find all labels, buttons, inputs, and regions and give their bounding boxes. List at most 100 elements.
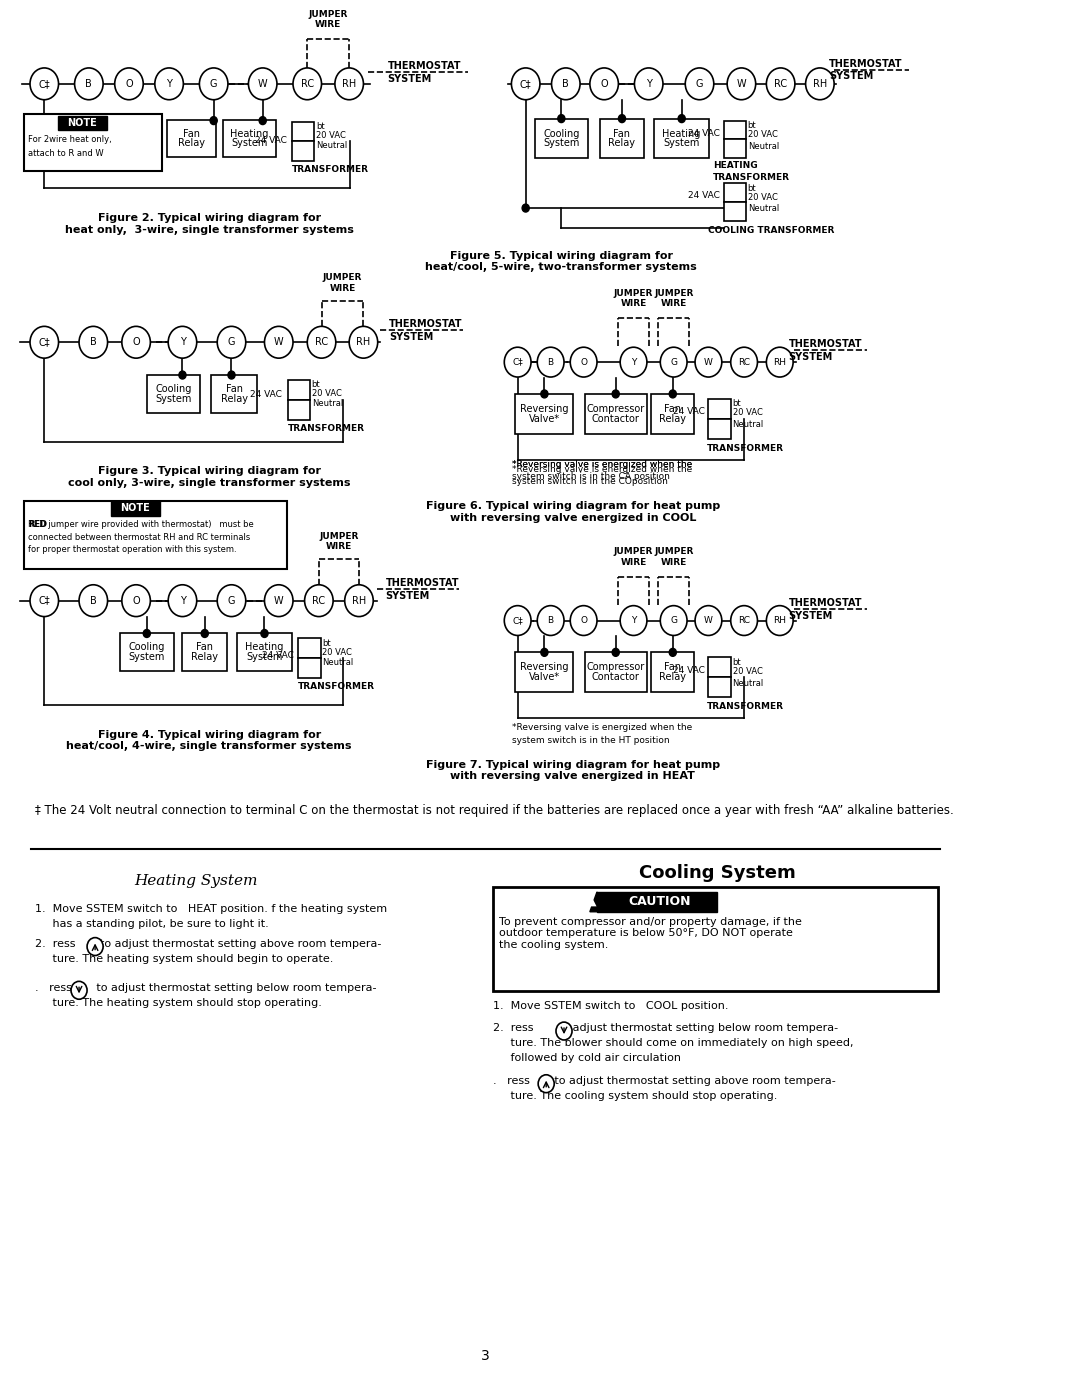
Text: G: G: [671, 616, 677, 624]
Text: Relay: Relay: [220, 394, 247, 404]
Circle shape: [767, 606, 793, 636]
Text: bt: bt: [732, 658, 741, 666]
Text: RC: RC: [300, 78, 314, 89]
Text: SYSTEM: SYSTEM: [388, 74, 432, 84]
Circle shape: [79, 585, 108, 616]
Text: RC: RC: [738, 358, 751, 366]
Text: followed by cold air circulation: followed by cold air circulation: [492, 1053, 680, 1063]
Text: C‡: C‡: [39, 337, 50, 348]
Text: 24 VAC: 24 VAC: [262, 651, 294, 659]
Text: C‡: C‡: [39, 595, 50, 606]
Text: attach to R and W: attach to R and W: [28, 149, 104, 158]
Text: RC: RC: [774, 78, 787, 89]
Text: W: W: [274, 595, 284, 606]
Text: RH: RH: [356, 337, 370, 348]
Text: bt: bt: [747, 183, 756, 193]
Text: Y: Y: [646, 78, 651, 89]
FancyBboxPatch shape: [57, 116, 107, 130]
Text: G: G: [671, 358, 677, 366]
FancyBboxPatch shape: [651, 652, 694, 692]
Text: has a standing pilot, be sure to light it.: has a standing pilot, be sure to light i…: [36, 919, 269, 929]
Text: Valve*: Valve*: [529, 414, 559, 423]
Text: 20 VAC: 20 VAC: [732, 666, 762, 676]
Circle shape: [261, 630, 268, 637]
Text: Y: Y: [179, 337, 186, 348]
Text: ture. The heating system should begin to operate.: ture. The heating system should begin to…: [36, 954, 334, 964]
Text: bt: bt: [732, 400, 741, 408]
Circle shape: [537, 348, 564, 377]
Circle shape: [731, 348, 757, 377]
FancyBboxPatch shape: [298, 658, 321, 678]
Circle shape: [168, 585, 197, 616]
Text: JUMPER
WIRE: JUMPER WIRE: [323, 274, 362, 292]
Text: Y: Y: [166, 78, 172, 89]
Circle shape: [30, 327, 58, 358]
Circle shape: [335, 68, 364, 99]
Circle shape: [179, 372, 186, 379]
Circle shape: [349, 327, 378, 358]
FancyBboxPatch shape: [237, 633, 292, 671]
Text: RC: RC: [738, 616, 751, 624]
Text: Neutral: Neutral: [732, 420, 764, 429]
Circle shape: [612, 648, 619, 657]
Circle shape: [168, 327, 197, 358]
FancyBboxPatch shape: [708, 400, 731, 419]
Text: RH: RH: [342, 78, 356, 89]
Text: THERMOSTAT: THERMOSTAT: [389, 320, 463, 330]
Text: Y: Y: [179, 595, 186, 606]
Text: W: W: [704, 358, 713, 366]
Text: O: O: [600, 78, 608, 89]
Text: Relay: Relay: [191, 652, 218, 662]
Text: 1.  Move SSTEM switch to   HEAT position. f the heating system: 1. Move SSTEM switch to HEAT position. f…: [36, 904, 388, 914]
Text: Relay: Relay: [659, 414, 686, 423]
Text: 2.  ress       to adjust thermostat setting above room tempera-: 2. ress to adjust thermostat setting abo…: [36, 939, 381, 949]
Text: bt: bt: [747, 122, 756, 130]
Text: Figure 6. Typical wiring diagram for heat pump
with reversing valve energized in: Figure 6. Typical wiring diagram for hea…: [426, 502, 720, 522]
Text: C‡: C‡: [39, 78, 50, 89]
Text: Contactor: Contactor: [592, 672, 639, 682]
Text: Reversing: Reversing: [521, 662, 569, 672]
Text: bt: bt: [312, 380, 321, 390]
Text: SYSTEM: SYSTEM: [386, 591, 430, 601]
Text: ▲: ▲: [589, 897, 597, 907]
Text: G: G: [210, 78, 217, 89]
FancyBboxPatch shape: [147, 374, 200, 414]
Text: For 2wire heat only,: For 2wire heat only,: [28, 136, 112, 144]
Text: G: G: [228, 595, 235, 606]
Text: Heating: Heating: [662, 129, 701, 138]
Text: Fan: Fan: [613, 129, 631, 138]
Circle shape: [248, 68, 276, 99]
Text: B: B: [563, 78, 569, 89]
Text: B: B: [548, 358, 554, 366]
Text: B: B: [85, 78, 92, 89]
Circle shape: [731, 606, 757, 636]
FancyBboxPatch shape: [24, 502, 287, 569]
Text: System: System: [156, 394, 192, 404]
Text: 20 VAC: 20 VAC: [316, 131, 346, 140]
Text: Y: Y: [631, 358, 636, 366]
Text: JUMPER
WIRE: JUMPER WIRE: [320, 532, 359, 550]
Circle shape: [727, 68, 756, 99]
Circle shape: [512, 68, 540, 99]
Text: JUMPER
WIRE: JUMPER WIRE: [654, 289, 693, 309]
Text: Valve*: Valve*: [529, 672, 559, 682]
Text: 20 VAC: 20 VAC: [323, 648, 352, 657]
Circle shape: [75, 68, 103, 99]
FancyBboxPatch shape: [111, 502, 160, 515]
Circle shape: [670, 390, 676, 398]
FancyBboxPatch shape: [292, 122, 314, 141]
Circle shape: [620, 606, 647, 636]
Circle shape: [122, 585, 150, 616]
Text: C‡: C‡: [519, 78, 531, 89]
Text: RED jumper wire provided with thermostat)   must be: RED jumper wire provided with thermostat…: [28, 520, 254, 528]
Circle shape: [767, 348, 793, 377]
FancyBboxPatch shape: [654, 119, 710, 158]
Text: B: B: [90, 595, 97, 606]
Text: System: System: [663, 138, 700, 148]
Circle shape: [30, 68, 58, 99]
FancyBboxPatch shape: [724, 203, 746, 221]
Text: Fan: Fan: [226, 384, 243, 394]
Text: W: W: [704, 616, 713, 624]
Text: Fan: Fan: [197, 643, 213, 652]
Text: THERMOSTAT: THERMOSTAT: [788, 598, 862, 608]
